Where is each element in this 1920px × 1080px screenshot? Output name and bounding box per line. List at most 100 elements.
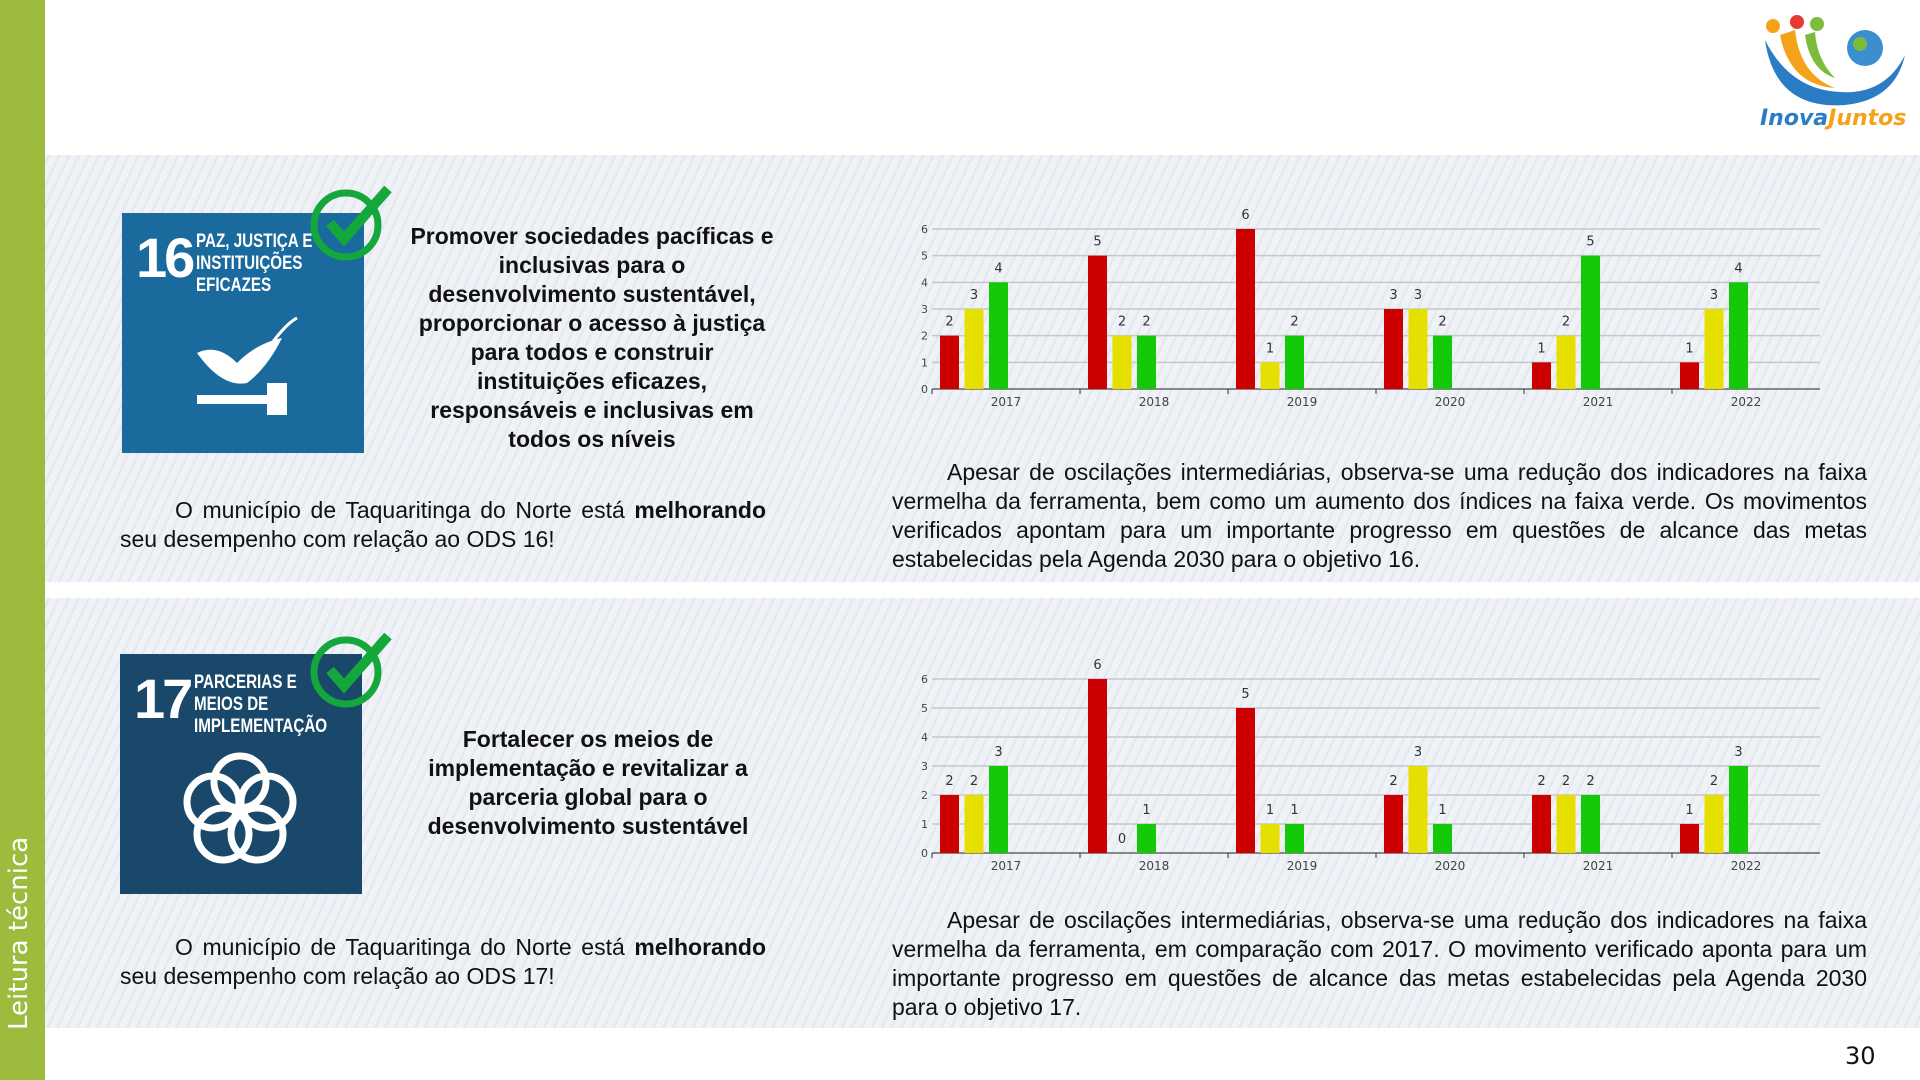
x-tick-label: 2022 [1731, 395, 1762, 409]
bar-amarelo [1704, 309, 1724, 389]
ods16-analysis: Apesar de oscilações intermediárias, obs… [892, 459, 1867, 572]
x-tick-label: 2017 [991, 859, 1022, 873]
bar-vermelho [1384, 309, 1403, 389]
y-tick-label: 1 [921, 356, 928, 369]
x-tick-label: 2021 [1583, 395, 1614, 409]
x-tick-label: 2019 [1287, 859, 1318, 873]
data-label: 2 [970, 774, 978, 789]
ods17-bar-chart: 0 1 2 3 4 5 6 2017 2 2 3 2018 6 0 1 2019 5 1 1 2020 2 3 1 2021 2… [921, 658, 1820, 873]
bar-amarelo [1704, 795, 1724, 853]
bar-amarelo [1556, 335, 1576, 389]
x-tick-label: 2019 [1287, 395, 1318, 409]
y-tick-label: 6 [921, 223, 928, 236]
ods17-analysis: Apesar de oscilações intermediárias, obs… [892, 907, 1867, 1020]
y-tick-label: 2 [921, 330, 928, 343]
sidebar-label: Leitura técnica [4, 836, 34, 1030]
bar-vermelho [1236, 708, 1255, 853]
data-label: 5 [1093, 235, 1101, 250]
checkmark-icon [310, 185, 392, 261]
bar-verde [1137, 824, 1156, 853]
ods17-status: O município de Taquaritinga do Norte est… [120, 934, 766, 989]
interlocking-rings-icon [183, 752, 297, 864]
data-label: 3 [1389, 288, 1397, 303]
data-label: 2 [1562, 315, 1570, 330]
logo-text: InovaJuntos [1760, 106, 1907, 131]
bar-amarelo [964, 795, 984, 853]
data-label: 1 [1266, 803, 1274, 818]
inovajuntos-logo [1765, 15, 1905, 106]
ods17-goal-title: Fortalecer os meios de implementação e r… [427, 726, 749, 839]
x-tick-label: 2021 [1583, 859, 1614, 873]
y-tick-label: 3 [921, 303, 928, 316]
bar-vermelho [1680, 824, 1699, 853]
bar-amarelo [1556, 795, 1576, 853]
bar-verde [1285, 824, 1304, 853]
data-label: 5 [1586, 235, 1594, 250]
data-label: 2 [1537, 774, 1545, 789]
data-label: 1 [1290, 803, 1298, 818]
bar-vermelho [1088, 255, 1107, 389]
bar-vermelho [940, 795, 959, 853]
bar-verde [1581, 255, 1600, 389]
page-number: 30 [1845, 1042, 1876, 1070]
y-tick-label: 2 [921, 789, 928, 802]
data-label: 3 [1414, 288, 1422, 303]
y-tick-label: 5 [921, 250, 928, 263]
ods16-status: O município de Taquaritinga do Norte est… [120, 497, 766, 552]
bar-amarelo [1260, 362, 1280, 389]
data-label: 2 [1118, 315, 1126, 330]
bar-verde [1433, 335, 1452, 389]
bar-verde [1433, 824, 1452, 853]
data-label: 2 [1389, 774, 1397, 789]
bar-vermelho [1088, 679, 1107, 853]
sdg16-tile: 16 PAZ, JUSTIÇA E INSTITUIÇÕES EFICAZES [122, 213, 364, 453]
data-label: 3 [1414, 745, 1422, 760]
x-tick-label: 2017 [991, 395, 1022, 409]
bar-vermelho [940, 335, 959, 389]
bar-amarelo [1408, 309, 1428, 389]
bar-verde [1581, 795, 1600, 853]
data-label: 2 [945, 315, 953, 330]
y-tick-label: 4 [921, 731, 928, 744]
bar-vermelho [1384, 795, 1403, 853]
y-tick-label: 5 [921, 702, 928, 715]
data-label: 2 [1290, 315, 1298, 330]
bar-verde [1729, 766, 1748, 853]
bar-vermelho [1532, 362, 1551, 389]
y-tick-label: 4 [921, 276, 928, 289]
data-label: 1 [1685, 803, 1693, 818]
data-label: 2 [1562, 774, 1570, 789]
bar-verde [989, 282, 1008, 389]
data-label: 6 [1093, 658, 1101, 673]
data-label: 1 [1438, 803, 1446, 818]
y-tick-label: 6 [921, 673, 928, 686]
bar-amarelo [1408, 766, 1428, 853]
x-tick-label: 2022 [1731, 859, 1762, 873]
dove-gavel-icon [197, 316, 298, 415]
bar-verde [1285, 335, 1304, 389]
bar-amarelo [1112, 335, 1132, 389]
data-label: 2 [1142, 315, 1150, 330]
y-tick-label: 0 [921, 383, 928, 396]
data-label: 3 [1710, 288, 1718, 303]
bar-verde [989, 766, 1008, 853]
data-label: 0 [1118, 832, 1126, 847]
ods16-goal-title: Promover sociedades pacíficas e inclusiv… [410, 223, 774, 452]
data-label: 2 [1710, 774, 1718, 789]
y-tick-label: 3 [921, 760, 928, 773]
y-tick-label: 1 [921, 818, 928, 831]
data-label: 3 [994, 745, 1002, 760]
bar-amarelo [964, 309, 984, 389]
x-tick-label: 2018 [1139, 395, 1170, 409]
data-label: 4 [994, 261, 1002, 276]
data-label: 6 [1241, 208, 1249, 223]
sidebar: Leitura técnica [0, 0, 45, 1080]
data-label: 1 [1685, 341, 1693, 356]
data-label: 2 [1438, 315, 1446, 330]
bar-verde [1729, 282, 1748, 389]
bar-vermelho [1532, 795, 1551, 853]
data-label: 4 [1734, 261, 1742, 276]
ods16-bar-chart: 0 1 2 3 4 5 6 2017 2 3 4 2018 5 2 2 2019 6 1 2 2020 3 3 2 2021 1… [921, 208, 1820, 409]
bar-amarelo [1260, 824, 1280, 853]
data-label: 3 [970, 288, 978, 303]
